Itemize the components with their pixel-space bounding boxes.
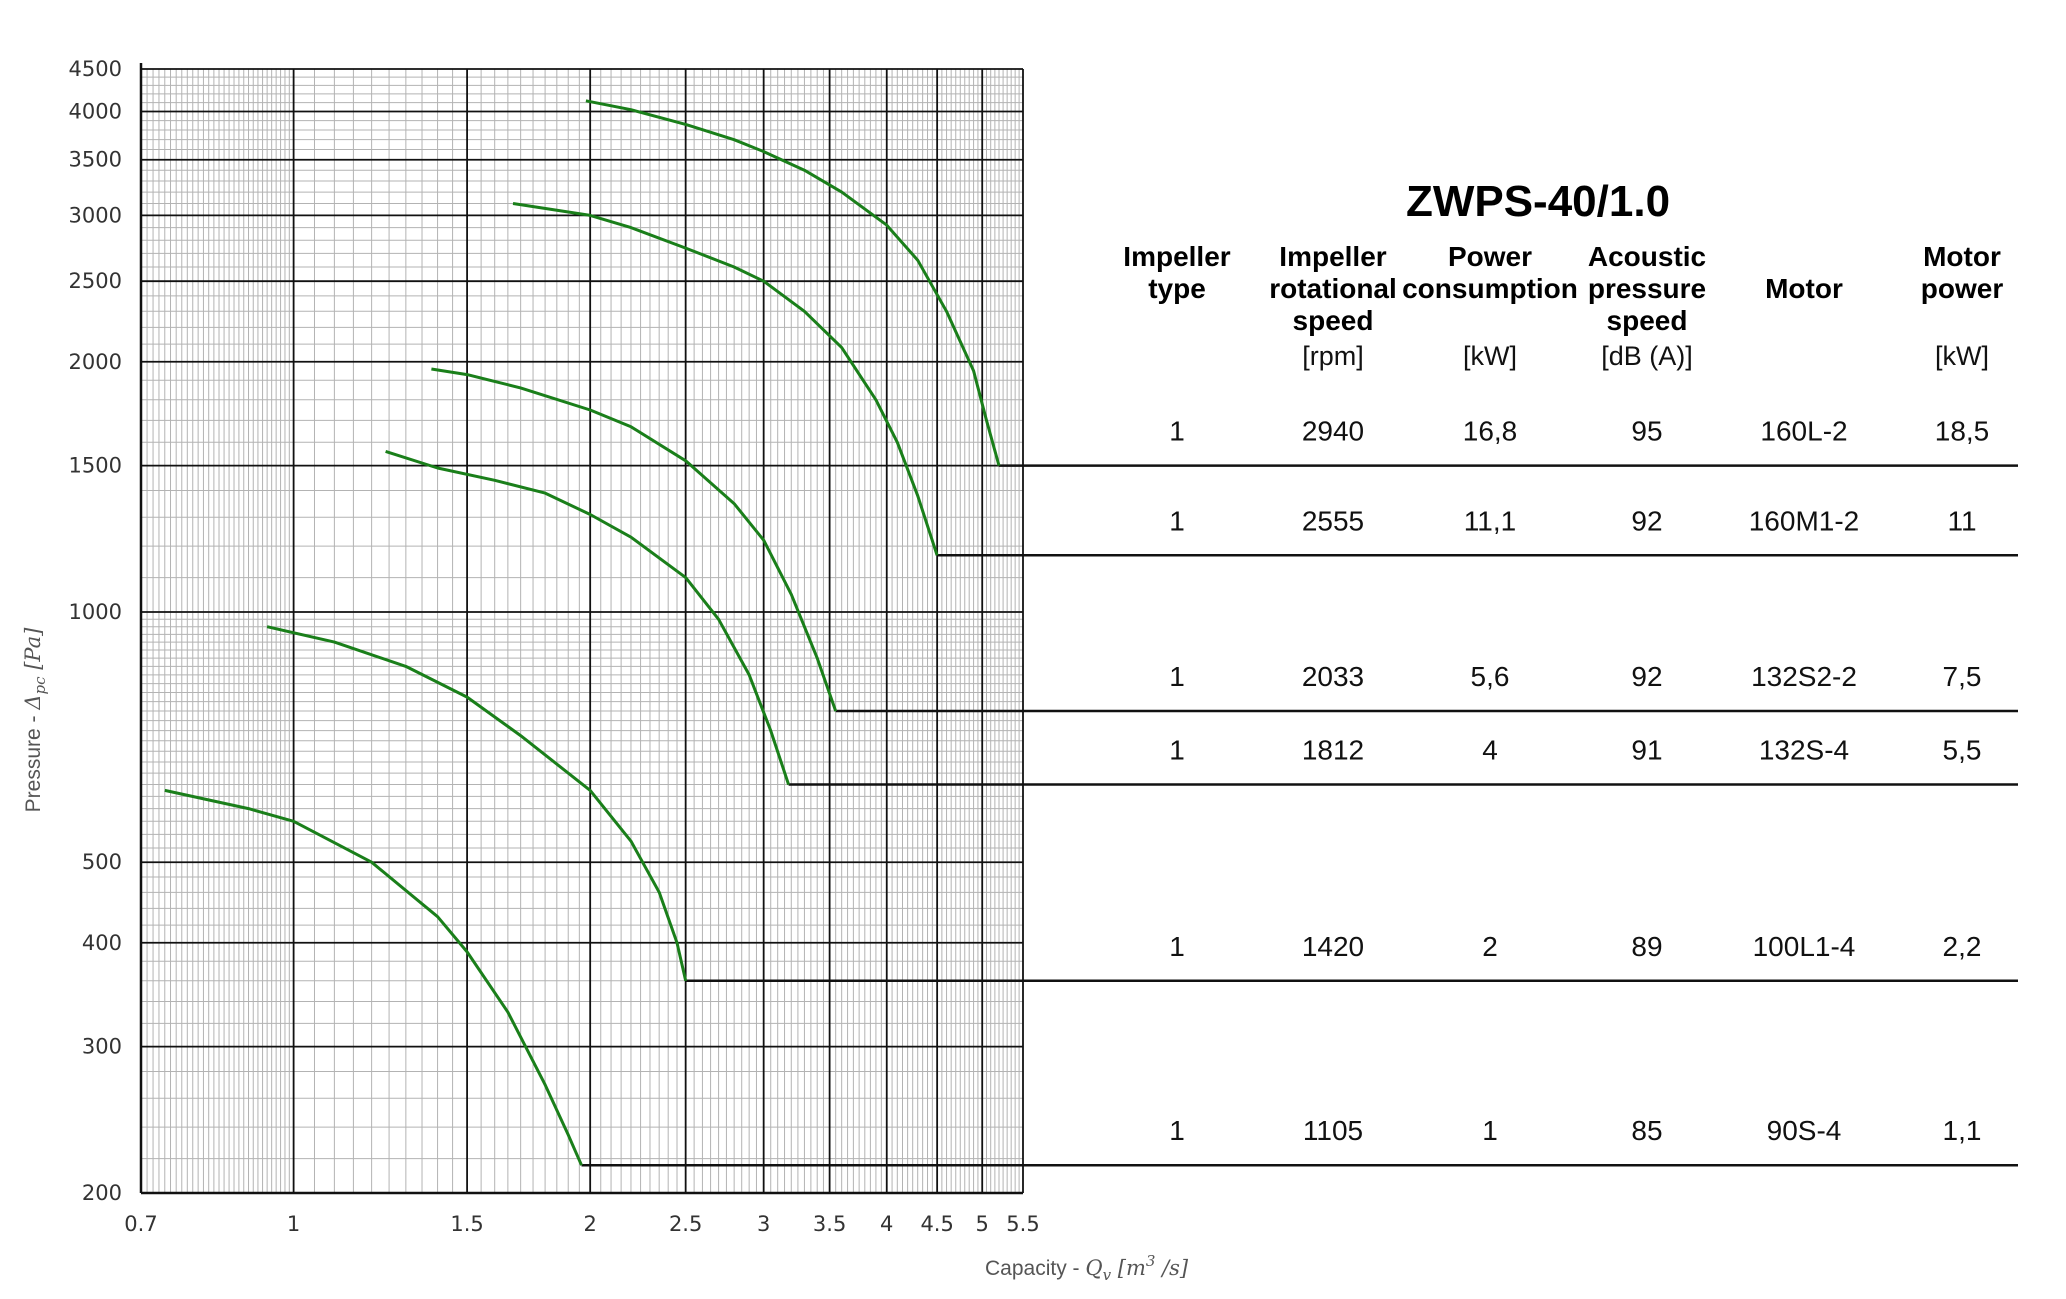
x-tick-label: 4.5 <box>920 1212 953 1236</box>
table-cell: 16,8 <box>1463 416 1518 447</box>
y-tick-label: 300 <box>82 1035 122 1059</box>
x-tick-label: 2.5 <box>669 1212 702 1236</box>
y-tick-label: 200 <box>82 1181 122 1205</box>
y-axis-tick-labels: 200 300 400 500 1000 1500 2000 2500 3000 3500 4000… <box>69 57 122 1205</box>
table-cell: 18,5 <box>1935 416 1990 447</box>
x-axis-tick-labels: 0.7 1 1.5 2 2.5 3 3.5 4 4.5 5 5.5 <box>124 1212 1039 1236</box>
table-cell: 160L-2 <box>1760 416 1847 447</box>
table-headers: ImpellertypeImpellerrotationalspeed[rpm]… <box>1123 241 2003 371</box>
x-tick-label: 5 <box>976 1212 989 1236</box>
table-cell: 11,1 <box>1464 505 1516 536</box>
table-cell: 91 <box>1631 735 1662 766</box>
table-cell: 5,5 <box>1943 735 1982 766</box>
table-rows: 1 2940 16,8 95 160L-2 18,51 2555 11,1 92 160M1-2 1… <box>1169 416 1989 1147</box>
x-tick-label: 4 <box>880 1212 893 1236</box>
column-unit: [dB (A)] <box>1601 341 1693 371</box>
x-tick-label: 0.7 <box>124 1212 157 1236</box>
table-cell: 2940 <box>1302 416 1364 447</box>
table-cell: 4 <box>1482 735 1498 766</box>
x-axis-title: Capacity - Qv [m3 /s] <box>985 1252 1189 1284</box>
table-cell: 1 <box>1169 1115 1185 1146</box>
column-header-line: Impeller <box>1123 241 1230 272</box>
table-cell: 2033 <box>1302 661 1364 692</box>
table-cell: 1 <box>1482 1115 1498 1146</box>
table-cell: 132S-4 <box>1759 735 1849 766</box>
leader-lines <box>581 464 2018 1167</box>
x-tick-label: 2 <box>583 1212 596 1236</box>
column-header-line: speed <box>1293 305 1374 336</box>
fan-curve <box>266 625 688 982</box>
plot-axes <box>139 63 1023 1195</box>
major-gridlines <box>140 68 1024 1194</box>
column-header-line: pressure <box>1588 273 1706 304</box>
table-cell: 1 <box>1169 931 1185 962</box>
y-tick-label: 4000 <box>69 100 122 124</box>
table-cell: 132S2-2 <box>1751 661 1857 692</box>
table-cell: 90S-4 <box>1767 1115 1842 1146</box>
x-tick-label: 3.5 <box>813 1212 846 1236</box>
table-cell: 92 <box>1631 505 1662 536</box>
x-tick-label: 1 <box>287 1212 300 1236</box>
y-tick-label: 400 <box>82 931 122 955</box>
fan-curve <box>512 202 939 556</box>
table-cell: 1420 <box>1302 931 1364 962</box>
table-title: ZWPS-40/1.0 <box>1406 177 1670 226</box>
table-cell: 1 <box>1169 416 1185 447</box>
y-tick-label: 500 <box>82 850 122 874</box>
x-tick-label: 1.5 <box>450 1212 483 1236</box>
table-cell: 7,5 <box>1943 661 1982 692</box>
y-tick-label: 4500 <box>69 57 122 81</box>
x-tick-label: 5.5 <box>1006 1212 1039 1236</box>
table-cell: 1 <box>1169 505 1185 536</box>
table-cell: 2,2 <box>1943 931 1982 962</box>
column-unit: [rpm] <box>1302 341 1364 371</box>
column-header-line: Acoustic <box>1588 241 1706 272</box>
table-cell: 1 <box>1169 661 1185 692</box>
table-cell: 89 <box>1631 931 1662 962</box>
y-tick-label: 2500 <box>69 269 122 293</box>
table-cell: 1,1 <box>1943 1115 1982 1146</box>
column-header-line: speed <box>1607 305 1688 336</box>
table-cell: 2 <box>1482 931 1498 962</box>
fan-curves <box>164 99 1001 1166</box>
fan-curve <box>164 788 583 1166</box>
y-tick-label: 2000 <box>69 350 122 374</box>
column-header-line: Power <box>1448 241 1532 272</box>
column-header-line: Impeller <box>1279 241 1386 272</box>
y-axis-title: Pressure - Δpc [Pa] <box>21 627 49 812</box>
column-unit: [kW] <box>1935 341 1989 371</box>
table-cell: 1812 <box>1302 735 1364 766</box>
column-unit: [kW] <box>1463 341 1517 371</box>
column-header-line: power <box>1921 273 2004 304</box>
table-cell: 92 <box>1631 661 1662 692</box>
minor-gridlines <box>141 69 1023 1193</box>
y-tick-label: 1500 <box>69 454 122 478</box>
y-tick-label: 3000 <box>69 203 122 227</box>
y-axis-title-math: Δpc [Pa] <box>21 627 49 711</box>
table-cell: 5,6 <box>1471 661 1510 692</box>
y-tick-label: 3500 <box>69 148 122 172</box>
table-cell: 100L1-4 <box>1753 931 1856 962</box>
table-cell: 1105 <box>1303 1115 1363 1146</box>
table-cell: 95 <box>1631 416 1662 447</box>
fan-curve <box>385 449 791 786</box>
x-tick-label: 3 <box>757 1212 770 1236</box>
table-cell: 85 <box>1631 1115 1662 1146</box>
column-header-line: Motor <box>1765 273 1843 304</box>
column-header-line: rotational <box>1269 273 1397 304</box>
y-tick-label: 1000 <box>69 600 122 624</box>
column-header-line: type <box>1148 273 1206 304</box>
table-cell: 160M1-2 <box>1749 505 1860 536</box>
x-axis-title-math: Qv [m3 /s] <box>1085 1252 1189 1284</box>
column-header-line: consumption <box>1402 273 1578 304</box>
table-cell: 11 <box>1947 505 1976 536</box>
fan-curve <box>585 99 1001 466</box>
table-cell: 2555 <box>1302 505 1364 536</box>
column-header-line: Motor <box>1923 241 2001 272</box>
fan-curve <box>431 367 838 712</box>
table-cell: 1 <box>1169 735 1185 766</box>
